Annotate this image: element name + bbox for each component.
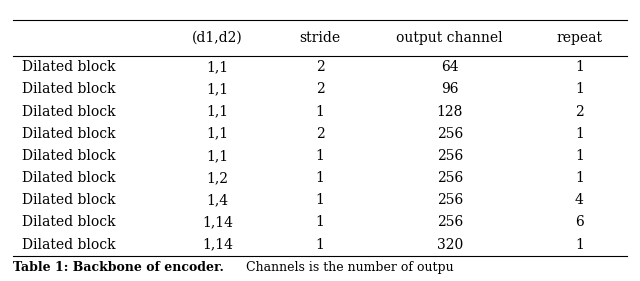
Text: Dilated block: Dilated block (22, 105, 116, 119)
Text: Dilated block: Dilated block (22, 127, 116, 141)
Text: 1: 1 (575, 60, 584, 74)
Text: Dilated block: Dilated block (22, 193, 116, 207)
Text: 256: 256 (436, 127, 463, 141)
Text: stride: stride (300, 31, 340, 45)
Text: Dilated block: Dilated block (22, 216, 116, 230)
Text: 1,1: 1,1 (207, 60, 228, 74)
Text: Dilated block: Dilated block (22, 238, 116, 251)
Text: 1: 1 (316, 238, 324, 251)
Text: 1: 1 (316, 105, 324, 119)
Text: output channel: output channel (396, 31, 503, 45)
Text: 1,1: 1,1 (207, 82, 228, 96)
Text: 1,1: 1,1 (207, 105, 228, 119)
Text: 64: 64 (441, 60, 458, 74)
Text: Dilated block: Dilated block (22, 149, 116, 163)
Text: 2: 2 (316, 60, 324, 74)
Text: 2: 2 (316, 127, 324, 141)
Text: 1: 1 (316, 193, 324, 207)
Text: 1,14: 1,14 (202, 216, 233, 230)
Text: 256: 256 (436, 193, 463, 207)
Text: 2: 2 (575, 105, 584, 119)
Text: (d1,d2): (d1,d2) (192, 31, 243, 45)
Text: 1,14: 1,14 (202, 238, 233, 251)
Text: 1,2: 1,2 (207, 171, 228, 185)
Text: 1: 1 (575, 171, 584, 185)
Text: Dilated block: Dilated block (22, 60, 116, 74)
Text: 1: 1 (575, 82, 584, 96)
Text: 128: 128 (436, 105, 463, 119)
Text: 1,4: 1,4 (207, 193, 228, 207)
Text: 320: 320 (436, 238, 463, 251)
Text: repeat: repeat (556, 31, 602, 45)
Text: 256: 256 (436, 216, 463, 230)
Text: 1: 1 (575, 238, 584, 251)
Text: Dilated block: Dilated block (22, 82, 116, 96)
Text: Channels is the number of outpu: Channels is the number of outpu (234, 261, 453, 274)
Text: 96: 96 (441, 82, 458, 96)
Text: 6: 6 (575, 216, 584, 230)
Text: 1: 1 (575, 127, 584, 141)
Text: 1,1: 1,1 (207, 149, 228, 163)
Text: 256: 256 (436, 149, 463, 163)
Text: 1,1: 1,1 (207, 127, 228, 141)
Text: 1: 1 (316, 149, 324, 163)
Text: 256: 256 (436, 171, 463, 185)
Text: 2: 2 (316, 82, 324, 96)
Text: Dilated block: Dilated block (22, 171, 116, 185)
Text: Table 1: Backbone of encoder.: Table 1: Backbone of encoder. (13, 261, 223, 274)
Text: 1: 1 (316, 216, 324, 230)
Text: 1: 1 (575, 149, 584, 163)
Text: 1: 1 (316, 171, 324, 185)
Text: 4: 4 (575, 193, 584, 207)
